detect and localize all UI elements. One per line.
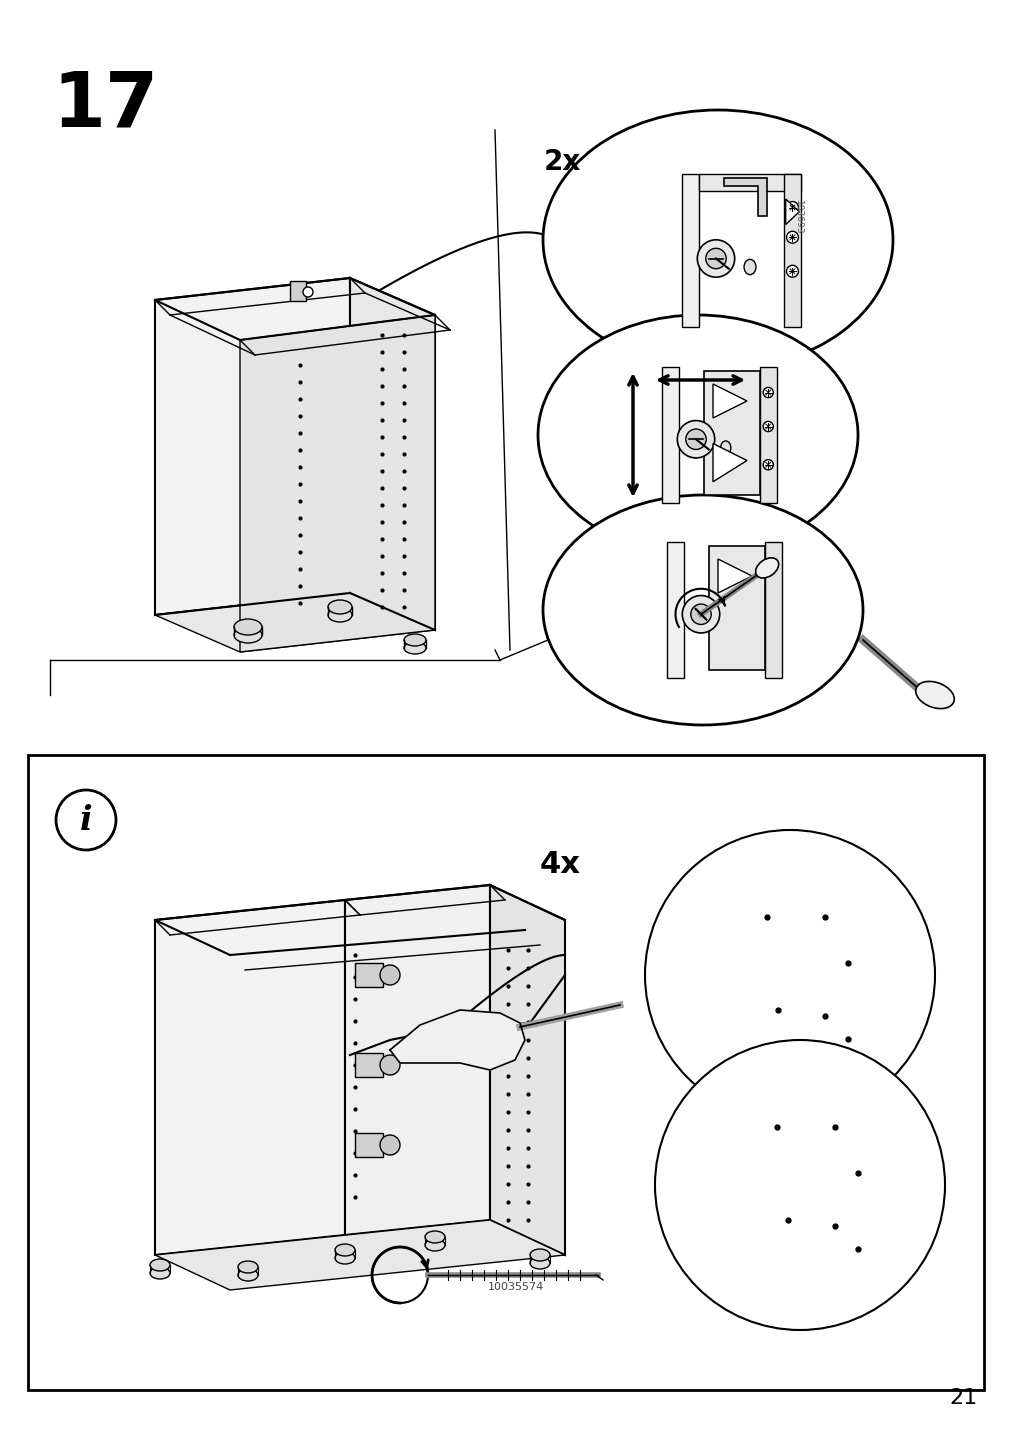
Polygon shape [389,1010,525,1070]
Ellipse shape [425,1232,445,1243]
Text: 21: 21 [948,1388,977,1408]
Bar [290,281,305,301]
Ellipse shape [743,259,755,275]
Ellipse shape [543,110,892,369]
Polygon shape [666,541,683,677]
Ellipse shape [150,1259,170,1272]
Ellipse shape [234,619,262,634]
Polygon shape [713,444,746,481]
Ellipse shape [403,634,426,646]
Polygon shape [784,173,801,326]
Circle shape [697,239,734,278]
Bar [355,1133,382,1157]
Polygon shape [155,593,435,652]
Bar [28,755,983,1390]
Circle shape [379,965,399,985]
Ellipse shape [755,558,777,579]
Ellipse shape [335,1244,355,1256]
Ellipse shape [425,1239,445,1252]
Ellipse shape [530,1257,549,1269]
Polygon shape [704,371,759,494]
Polygon shape [713,384,746,418]
Polygon shape [699,173,801,190]
Polygon shape [681,173,699,326]
Circle shape [379,1136,399,1156]
Polygon shape [345,885,489,1234]
Circle shape [786,202,798,213]
Circle shape [676,421,714,458]
Polygon shape [155,899,345,1254]
Circle shape [762,460,772,470]
Ellipse shape [328,609,352,621]
Circle shape [56,790,116,851]
Circle shape [705,248,726,269]
Polygon shape [155,1220,564,1290]
Circle shape [762,388,772,398]
Text: 2x: 2x [544,147,580,176]
Ellipse shape [335,1252,355,1264]
Polygon shape [661,367,678,503]
Circle shape [786,265,798,278]
Ellipse shape [538,315,857,556]
Ellipse shape [530,1249,549,1262]
Text: 17: 17 [52,67,158,142]
Text: i: i [80,803,92,836]
Ellipse shape [915,682,953,709]
Circle shape [786,232,798,243]
Text: 4x: 4x [540,851,580,879]
Ellipse shape [403,642,426,654]
Polygon shape [717,558,751,593]
Circle shape [302,286,312,296]
Polygon shape [764,541,780,677]
Circle shape [681,596,719,633]
Circle shape [654,1040,944,1330]
Text: 10035574: 10035574 [487,1282,544,1292]
Polygon shape [709,546,764,670]
Text: 103693: 103693 [793,200,802,235]
Ellipse shape [720,441,730,454]
Circle shape [685,430,706,450]
Polygon shape [724,178,766,216]
Ellipse shape [238,1269,258,1282]
Polygon shape [240,315,435,652]
Polygon shape [155,278,350,614]
Ellipse shape [150,1267,170,1279]
Ellipse shape [234,627,262,643]
Bar [355,962,382,987]
Circle shape [691,604,711,624]
Circle shape [644,831,934,1120]
Ellipse shape [543,495,862,725]
Ellipse shape [238,1262,258,1273]
Circle shape [379,1055,399,1075]
Polygon shape [489,885,564,1254]
Bar [355,1053,382,1077]
Polygon shape [350,278,435,630]
Polygon shape [785,199,799,225]
Ellipse shape [328,600,352,614]
Circle shape [762,421,772,431]
Polygon shape [759,367,776,503]
